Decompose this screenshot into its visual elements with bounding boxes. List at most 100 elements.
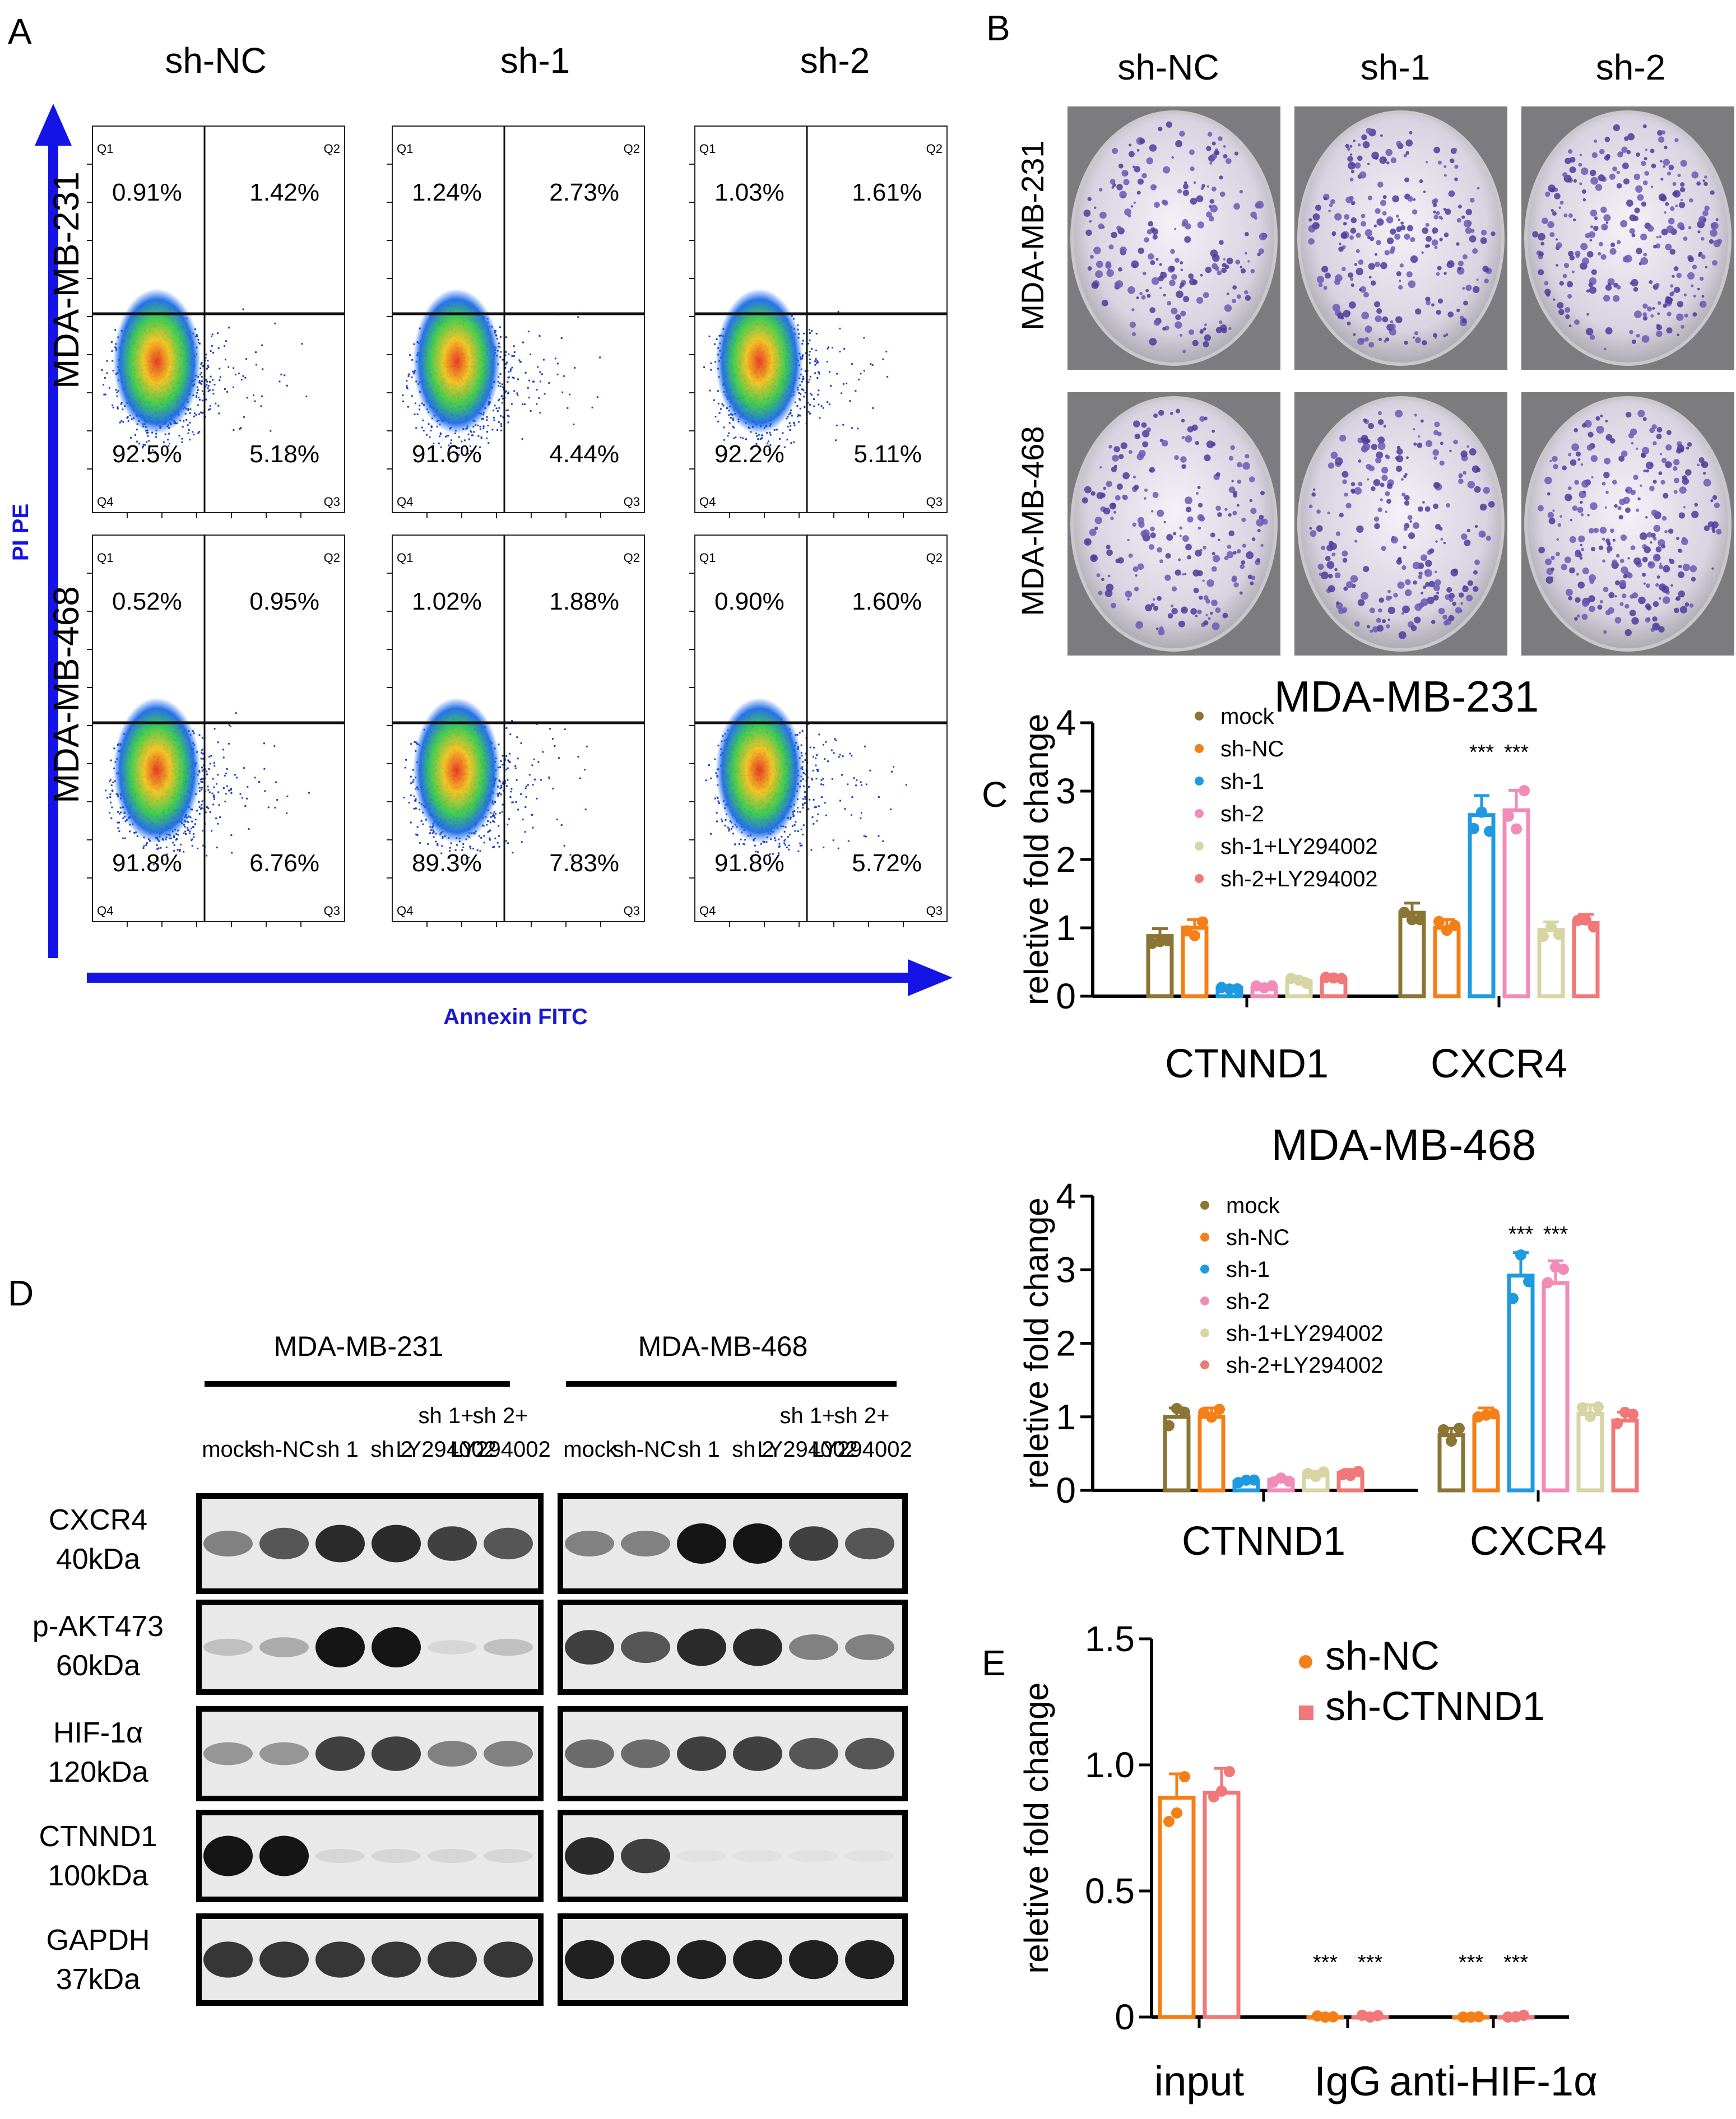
flow-plot: Q1 Q2 Q4 Q3 0.90% 1.60% 91.8% 5.72%: [689, 535, 948, 927]
protein-size: 60kDa: [56, 1649, 140, 1682]
legend-marker: [1195, 712, 1204, 721]
y-tick-label: 1.5: [1085, 1619, 1135, 1659]
bar: [1507, 1274, 1535, 1493]
legend-label: mock: [1220, 704, 1275, 729]
y-axis-label: reletive fold change: [1018, 1682, 1055, 1973]
data-point: [1189, 930, 1200, 941]
data-point: [1433, 916, 1445, 927]
flow-y-axis-label: PI PE: [8, 504, 33, 561]
data-point: [1515, 1249, 1526, 1261]
significance-label: ***: [1504, 741, 1529, 764]
data-point: [1542, 1277, 1553, 1289]
data-point: [1241, 1474, 1252, 1486]
y-tick-label: 4: [1056, 1176, 1076, 1216]
data-point: [1179, 1406, 1190, 1418]
blot-strip: [558, 1600, 908, 1695]
flow-plot: Q1 Q2 Q4 Q3 1.24% 2.73% 91.6% 4.44%: [387, 126, 645, 518]
quadrant-value-q1: 0.52%: [112, 588, 182, 615]
quadrant-label-q4: Q4: [97, 904, 113, 918]
quadrant-label-q4: Q4: [97, 495, 113, 509]
lane-label: LY294002: [450, 1437, 550, 1462]
y-tick-label: 2: [1056, 839, 1076, 880]
legend-label: sh-1: [1226, 1257, 1270, 1282]
quadrant-label-q2: Q2: [926, 551, 943, 565]
data-point: [1468, 822, 1479, 834]
colony-row-label-0: MDA-MB-231: [1015, 140, 1050, 330]
quadrant-label-q1: Q1: [97, 551, 113, 565]
legend-marker: [1200, 1360, 1209, 1369]
data-point: [1208, 1791, 1219, 1802]
quadrant-label-q1: Q1: [699, 142, 716, 156]
legend-label: mock: [1226, 1193, 1280, 1218]
blot-strip: [196, 1913, 544, 2006]
data-point: [1465, 2011, 1477, 2023]
bar: [1576, 1412, 1604, 1493]
chart-title: MDA-MB-468: [1271, 1120, 1536, 1169]
bar: [1542, 1281, 1570, 1493]
category-label: CXCR4: [1431, 1042, 1567, 1086]
quadrant-value-q3: 5.72%: [852, 849, 922, 877]
data-point: [1588, 921, 1599, 933]
legend-marker: [1195, 809, 1204, 818]
blot-group-label: MDA-MB-231: [274, 1331, 444, 1362]
y-tick-label: 0: [1115, 1997, 1135, 2037]
legend-marker: [1200, 1328, 1209, 1337]
y-tick-label: 0: [1056, 976, 1076, 1016]
flow-x-arrowhead-icon: [908, 959, 953, 996]
significance-label: ***: [1503, 1951, 1529, 1974]
quadrant-label-q3: Q3: [324, 904, 340, 918]
quadrant-value-q4: 91.8%: [714, 849, 785, 877]
protein-name: GAPDH: [47, 1924, 150, 1957]
quadrant-value-q3: 6.76%: [249, 849, 319, 877]
legend-label: sh-1+LY294002: [1220, 834, 1378, 859]
quadrant-label-q4: Q4: [699, 495, 716, 509]
quadrant-label-q3: Q3: [926, 495, 943, 509]
lane-label-top: sh 1+: [780, 1404, 835, 1428]
legend-marker: [1200, 1201, 1209, 1210]
data-point: [1538, 931, 1549, 942]
bar: [1502, 808, 1530, 998]
data-point: [1438, 1424, 1449, 1435]
legend-label: sh-2: [1220, 802, 1264, 826]
data-point: [1353, 1466, 1364, 1477]
colony-plate-image: [1067, 106, 1280, 370]
legend-marker: [1195, 874, 1204, 883]
blot-strip: [558, 1706, 908, 1801]
data-point: [1407, 914, 1418, 926]
legend-label: sh-2+LY294002: [1220, 867, 1378, 891]
protein-size: 120kDa: [48, 1756, 148, 1788]
y-tick-label: 4: [1056, 703, 1076, 743]
lane-label-top: sh 2+: [473, 1404, 528, 1428]
data-point: [1320, 2011, 1331, 2023]
significance-label: ***: [1508, 1223, 1534, 1246]
legend-marker: [1299, 1655, 1312, 1669]
flow-col-label-2: sh-2: [800, 40, 870, 81]
data-point: [1179, 1771, 1190, 1783]
quadrant-value-q2: 1.88%: [549, 588, 619, 615]
protein-size: 37kDa: [56, 1963, 140, 1996]
panel-letter-e: E: [982, 1643, 1006, 1683]
data-point: [1523, 1276, 1534, 1288]
quadrant-value-q1: 1.03%: [714, 179, 785, 206]
legend-label: sh-2+LY294002: [1226, 1353, 1384, 1378]
y-tick-label: 3: [1056, 1249, 1076, 1290]
legend-label: sh-NC: [1226, 1225, 1289, 1250]
data-point: [1449, 919, 1460, 931]
data-point: [1612, 1418, 1623, 1429]
data-point: [1224, 1765, 1235, 1777]
bar: [1158, 1796, 1196, 2019]
quadrant-value-q4: 91.8%: [112, 849, 182, 877]
quadrant-label-q2: Q2: [324, 551, 340, 565]
lane-label: LY294002: [396, 1437, 496, 1462]
category-label: CTNND1: [1182, 1519, 1345, 1564]
data-point: [1206, 1411, 1217, 1423]
lane-label: LY294002: [811, 1437, 912, 1462]
bar: [1572, 921, 1600, 998]
category-label: anti-HIF-1α: [1389, 2058, 1598, 2104]
flow-plot: Q1 Q2 Q4 Q3 1.02% 1.88% 89.3% 7.83%: [387, 535, 645, 927]
data-point: [1283, 1475, 1294, 1487]
quadrant-value-q3: 4.44%: [549, 440, 619, 468]
data-point: [1593, 1401, 1604, 1413]
blot-strip: [558, 1810, 908, 1902]
quadrant-value-q2: 2.73%: [549, 179, 619, 206]
